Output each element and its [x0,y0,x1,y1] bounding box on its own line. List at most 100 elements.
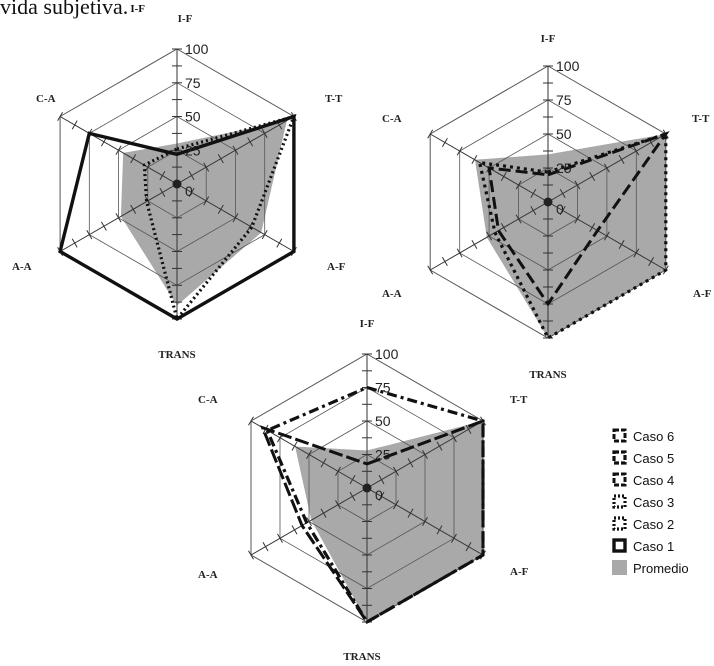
axis-tick [71,238,78,248]
axis-tick [589,171,596,182]
tick-label-100: 100 [375,346,399,362]
axis-tick [71,120,78,130]
axis-tick [335,500,341,510]
axis-tick [203,196,210,206]
tick-label-0: 0 [185,183,193,199]
axis-tick [320,458,327,468]
tick-label-0: 0 [375,487,383,503]
axis-tick [130,204,137,214]
legend: Caso 6 Caso 5 Caso 4 Caso 3 Caso 2 Caso 1 Prom… [612,428,689,576]
axis-tick [436,525,443,535]
axis-tick [100,221,107,231]
axis-label-t-t: T-T [692,113,710,125]
legend-swatch-caso-2 [612,516,627,531]
axis-label-c-a: C-A [36,93,56,105]
axis-tick [456,248,463,258]
series-caso-5-line [265,385,485,625]
axis-label-c-a: C-A [198,394,218,406]
axis-tick [441,256,448,267]
axis-label-a-f: A-F [693,288,712,300]
axis-tick [188,170,195,181]
legend-label-caso-6: Caso 6 [633,429,674,444]
axis-tick [574,214,581,224]
axis-tick [500,171,507,182]
axis-tick [407,458,414,468]
series-promedio-area [475,134,666,338]
axis-tick [232,145,239,155]
axis-tick [378,491,385,501]
tick-label-50: 50 [375,413,391,429]
axis-tick [335,466,341,476]
axis-tick [471,154,478,165]
legend-swatch-caso-5 [612,450,627,465]
axis-tick [633,248,640,258]
axis-tick [217,154,224,164]
axis-label-t-t: T-T [510,394,528,406]
axis-label-trans: TRANS [158,349,195,361]
axis-tick [407,508,414,518]
axis-tick [188,187,195,198]
legend-label-caso-1: Caso 1 [633,539,674,554]
axis-tick [456,146,463,156]
legend-swatch-caso-6 [612,428,627,443]
axis-tick [276,238,283,248]
radar-chart-1: 0 25 50 75 100 I-F T-T A-F TRANS A-A C-A [12,13,346,361]
axis-label-trans: TRANS [529,369,566,381]
axis-tick [603,231,610,241]
axis-tick [603,163,610,173]
tick-label-0: 0 [556,201,564,217]
series-caso-4-line [487,131,670,307]
axis-tick [261,128,268,138]
axis-tick [306,516,312,527]
axis-tick [320,508,327,518]
legend-label-caso-5: Caso 5 [633,451,674,466]
axis-tick [486,231,493,241]
axis-label-trans: TRANS [343,651,380,663]
tick-label-25: 25 [185,142,201,158]
caption-fragment: vida subjetiva. I-F [0,0,145,19]
axis-tick [422,449,428,460]
axis-tick [436,441,443,451]
legend-label-caso-3: Caso 3 [633,495,674,510]
axis-tick [247,137,254,147]
axis-tick [441,137,448,148]
axis-label-a-a: A-A [12,261,32,273]
tick-label-50: 50 [556,126,572,142]
axis-tick [530,188,537,199]
axis-tick [217,204,224,214]
axis-tick [451,533,457,543]
axis-label-i-f: I-F [360,318,375,330]
axis-label-a-f: A-F [327,261,346,273]
axis-tick [515,180,522,190]
axis-tick [306,449,312,460]
axis-tick [159,170,166,181]
axis-label-c-a: C-A [382,113,402,125]
axis-tick [248,416,254,426]
axis-tick [465,424,472,434]
axis-label-a-a: A-A [382,288,402,300]
axis-tick [232,213,239,223]
axis-tick [618,239,625,250]
axis-tick [277,533,283,543]
radar-chart-2: 0 25 50 75 100 I-F T-T A-F TRANS A-A C-A [382,33,712,381]
legend-swatch-caso-4 [612,472,627,487]
tick-label-100: 100 [556,58,580,74]
legend-swatch-caso-1 [612,538,627,553]
axis-label-i-f: I-F [541,33,556,45]
axis-tick [559,188,566,199]
legend-label-caso-2: Caso 2 [633,517,674,532]
legend-swatch-promedio [612,560,627,575]
series-promedio-area [295,421,483,622]
axis-tick [393,466,399,476]
axis-tick [648,256,655,267]
axis-tick [262,542,269,552]
axis-tick [451,433,457,443]
axis-tick [427,129,434,139]
series-caso-6-line [259,418,485,624]
axis-tick [291,441,298,451]
series-promedio-area [120,120,287,306]
axis-tick [559,205,566,216]
center-point [172,179,182,189]
axis-label-t-t: T-T [325,93,343,105]
